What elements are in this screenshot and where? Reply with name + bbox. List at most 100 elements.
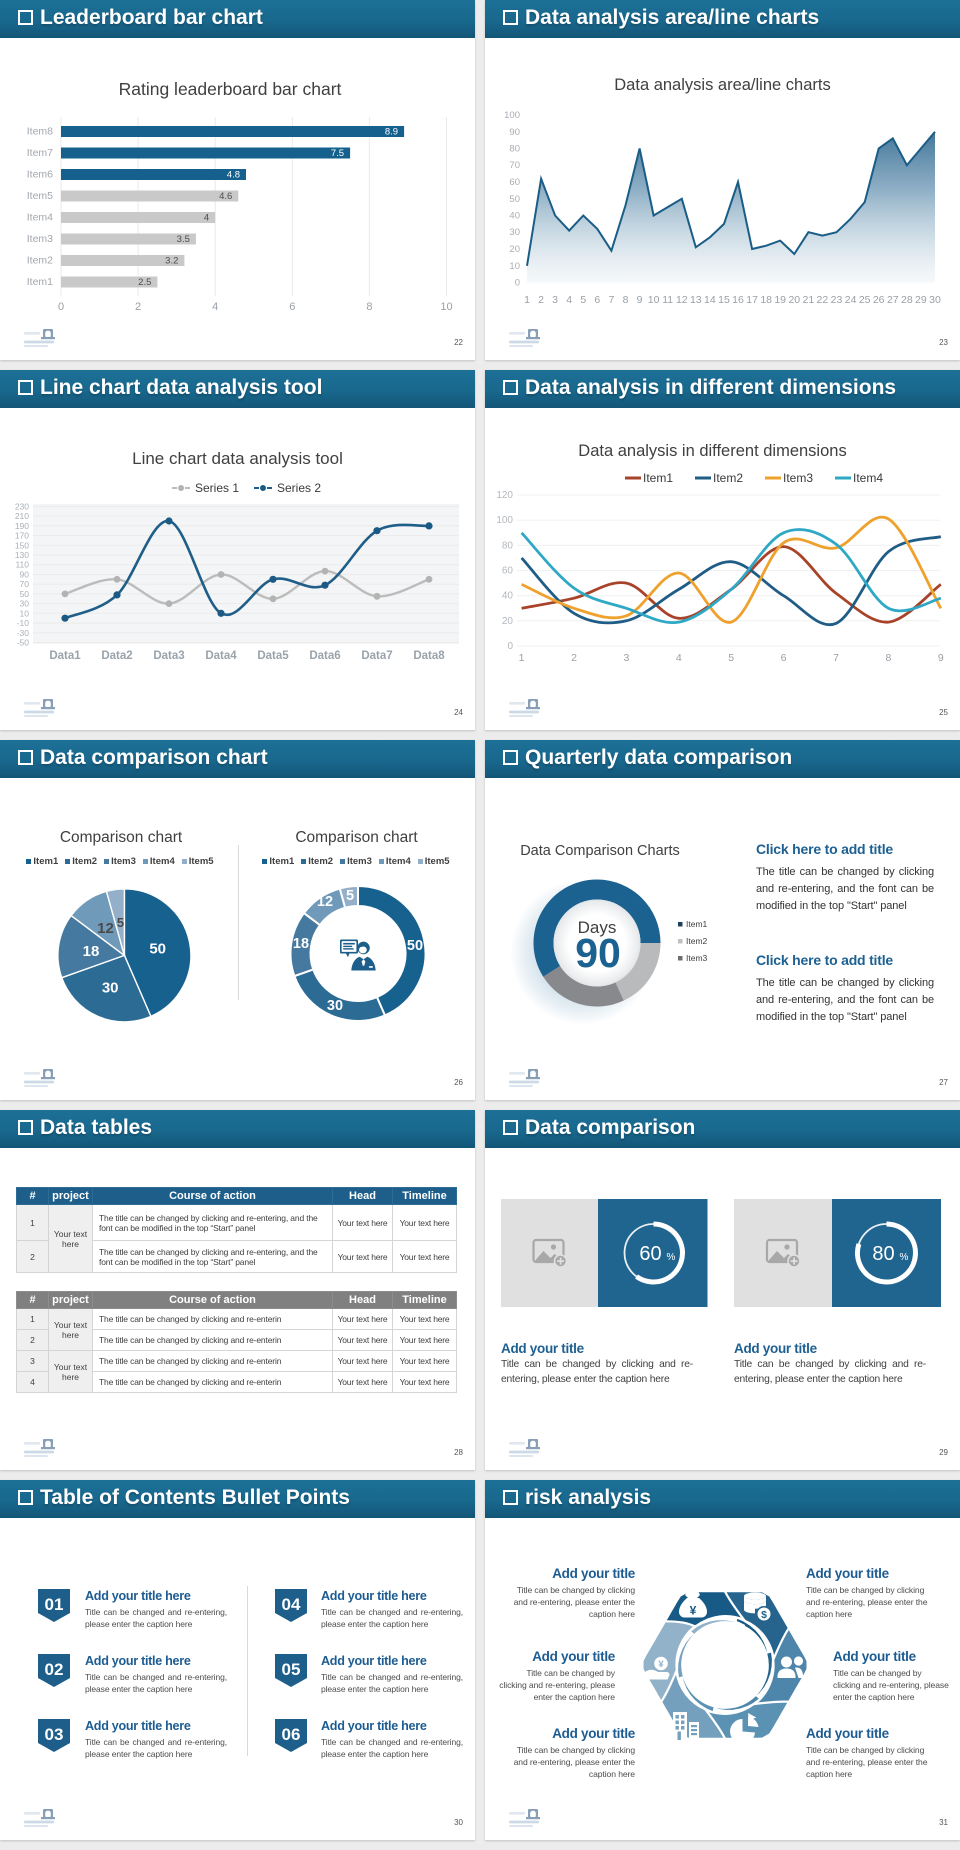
svg-text:Item3: Item3 bbox=[783, 471, 813, 485]
svg-text:Item1: Item1 bbox=[686, 919, 708, 929]
svg-text:90: 90 bbox=[575, 930, 621, 976]
svg-text:Series 2: Series 2 bbox=[277, 481, 321, 495]
svg-text:9: 9 bbox=[637, 294, 643, 306]
svg-text:13: 13 bbox=[690, 294, 702, 306]
svg-text:80: 80 bbox=[502, 540, 514, 551]
svg-text:14: 14 bbox=[704, 294, 716, 306]
svg-text:90: 90 bbox=[509, 127, 520, 138]
svg-text:27: 27 bbox=[887, 294, 899, 306]
svg-text:18: 18 bbox=[83, 943, 100, 960]
svg-text:12: 12 bbox=[317, 894, 333, 910]
svg-text:06: 06 bbox=[282, 1725, 301, 1744]
svg-text:10: 10 bbox=[509, 261, 520, 272]
svg-text:¥: ¥ bbox=[690, 1604, 697, 1618]
svg-text:11: 11 bbox=[662, 294, 673, 306]
svg-text:16: 16 bbox=[732, 294, 744, 306]
svg-text:7: 7 bbox=[608, 294, 614, 306]
svg-text:80: 80 bbox=[509, 144, 520, 155]
svg-text:-10: -10 bbox=[17, 618, 30, 628]
svg-text:Item2: Item2 bbox=[713, 471, 743, 485]
svg-text:70: 70 bbox=[509, 160, 520, 171]
svg-text:02: 02 bbox=[45, 1660, 64, 1679]
svg-text:03: 03 bbox=[45, 1725, 64, 1744]
svg-text:5: 5 bbox=[346, 888, 354, 904]
svg-text:50: 50 bbox=[509, 194, 520, 205]
svg-text:2: 2 bbox=[538, 294, 544, 306]
svg-text:Item2: Item2 bbox=[686, 936, 708, 946]
svg-text:7.5: 7.5 bbox=[331, 148, 344, 159]
svg-text:Item1: Item1 bbox=[643, 471, 673, 485]
svg-text:120: 120 bbox=[496, 490, 513, 501]
svg-text:170: 170 bbox=[15, 531, 29, 541]
svg-text:24: 24 bbox=[845, 294, 857, 306]
svg-text:Item3: Item3 bbox=[686, 953, 708, 963]
svg-text:28: 28 bbox=[901, 294, 913, 306]
svg-text:100: 100 bbox=[504, 110, 520, 121]
svg-text:Item6: Item6 bbox=[27, 169, 53, 181]
svg-text:Item5: Item5 bbox=[27, 190, 53, 202]
svg-text:Item8: Item8 bbox=[27, 126, 53, 138]
svg-text:1: 1 bbox=[519, 652, 525, 664]
svg-text:2.5: 2.5 bbox=[138, 277, 151, 288]
svg-text:210: 210 bbox=[15, 511, 29, 521]
svg-text:190: 190 bbox=[15, 521, 29, 531]
svg-text:30: 30 bbox=[929, 294, 941, 306]
svg-text:60: 60 bbox=[639, 1243, 661, 1265]
svg-text:%: % bbox=[667, 1252, 676, 1263]
svg-text:7: 7 bbox=[833, 652, 839, 664]
svg-text:4: 4 bbox=[204, 213, 209, 224]
svg-text:0: 0 bbox=[507, 641, 513, 652]
svg-text:8: 8 bbox=[366, 301, 372, 313]
svg-text:8.9: 8.9 bbox=[385, 127, 398, 138]
svg-text:12: 12 bbox=[676, 294, 688, 306]
svg-text:4: 4 bbox=[212, 301, 218, 313]
svg-text:25: 25 bbox=[859, 294, 871, 306]
svg-text:3: 3 bbox=[552, 294, 558, 306]
svg-text:80: 80 bbox=[872, 1243, 894, 1265]
svg-text:21: 21 bbox=[803, 294, 815, 306]
svg-text:60: 60 bbox=[502, 566, 514, 577]
svg-text:15: 15 bbox=[718, 294, 730, 306]
svg-text:19: 19 bbox=[774, 294, 786, 306]
svg-text:Item2: Item2 bbox=[27, 255, 53, 267]
svg-text:23: 23 bbox=[831, 294, 843, 306]
svg-text:04: 04 bbox=[282, 1595, 301, 1614]
svg-text:10: 10 bbox=[648, 294, 660, 306]
svg-text:4: 4 bbox=[676, 652, 682, 664]
svg-text:Item4: Item4 bbox=[27, 212, 53, 224]
svg-text:50: 50 bbox=[407, 938, 423, 954]
svg-text:12: 12 bbox=[97, 920, 114, 937]
svg-text:Data8: Data8 bbox=[413, 650, 445, 662]
svg-text:20: 20 bbox=[788, 294, 800, 306]
svg-text:Item7: Item7 bbox=[27, 147, 53, 159]
svg-text:30: 30 bbox=[509, 227, 520, 238]
svg-text:Data3: Data3 bbox=[153, 650, 184, 662]
svg-text:230: 230 bbox=[15, 501, 29, 511]
svg-text:10: 10 bbox=[440, 301, 452, 313]
svg-text:-50: -50 bbox=[17, 638, 30, 648]
svg-text:05: 05 bbox=[282, 1660, 301, 1679]
svg-text:26: 26 bbox=[873, 294, 885, 306]
svg-text:$: $ bbox=[761, 1609, 767, 1621]
svg-text:Data2: Data2 bbox=[101, 650, 132, 662]
svg-text:Data5: Data5 bbox=[257, 650, 289, 662]
svg-text:1: 1 bbox=[524, 294, 530, 306]
svg-text:2: 2 bbox=[135, 301, 141, 313]
svg-text:Item4: Item4 bbox=[853, 471, 883, 485]
svg-text:¥: ¥ bbox=[658, 1659, 664, 1670]
svg-text:9: 9 bbox=[938, 652, 944, 664]
svg-text:01: 01 bbox=[45, 1595, 64, 1614]
svg-text:6: 6 bbox=[289, 301, 295, 313]
svg-text:4.6: 4.6 bbox=[219, 191, 232, 202]
svg-text:30: 30 bbox=[102, 979, 119, 996]
svg-text:Data4: Data4 bbox=[205, 650, 237, 662]
svg-text:40: 40 bbox=[509, 211, 520, 222]
svg-text:3.5: 3.5 bbox=[177, 234, 190, 245]
svg-text:Data6: Data6 bbox=[309, 650, 340, 662]
svg-text:20: 20 bbox=[509, 244, 520, 255]
svg-text:60: 60 bbox=[509, 177, 520, 188]
svg-text:0: 0 bbox=[58, 301, 64, 313]
svg-text:150: 150 bbox=[15, 540, 29, 550]
svg-text:50: 50 bbox=[20, 589, 30, 599]
svg-text:110: 110 bbox=[15, 560, 29, 570]
